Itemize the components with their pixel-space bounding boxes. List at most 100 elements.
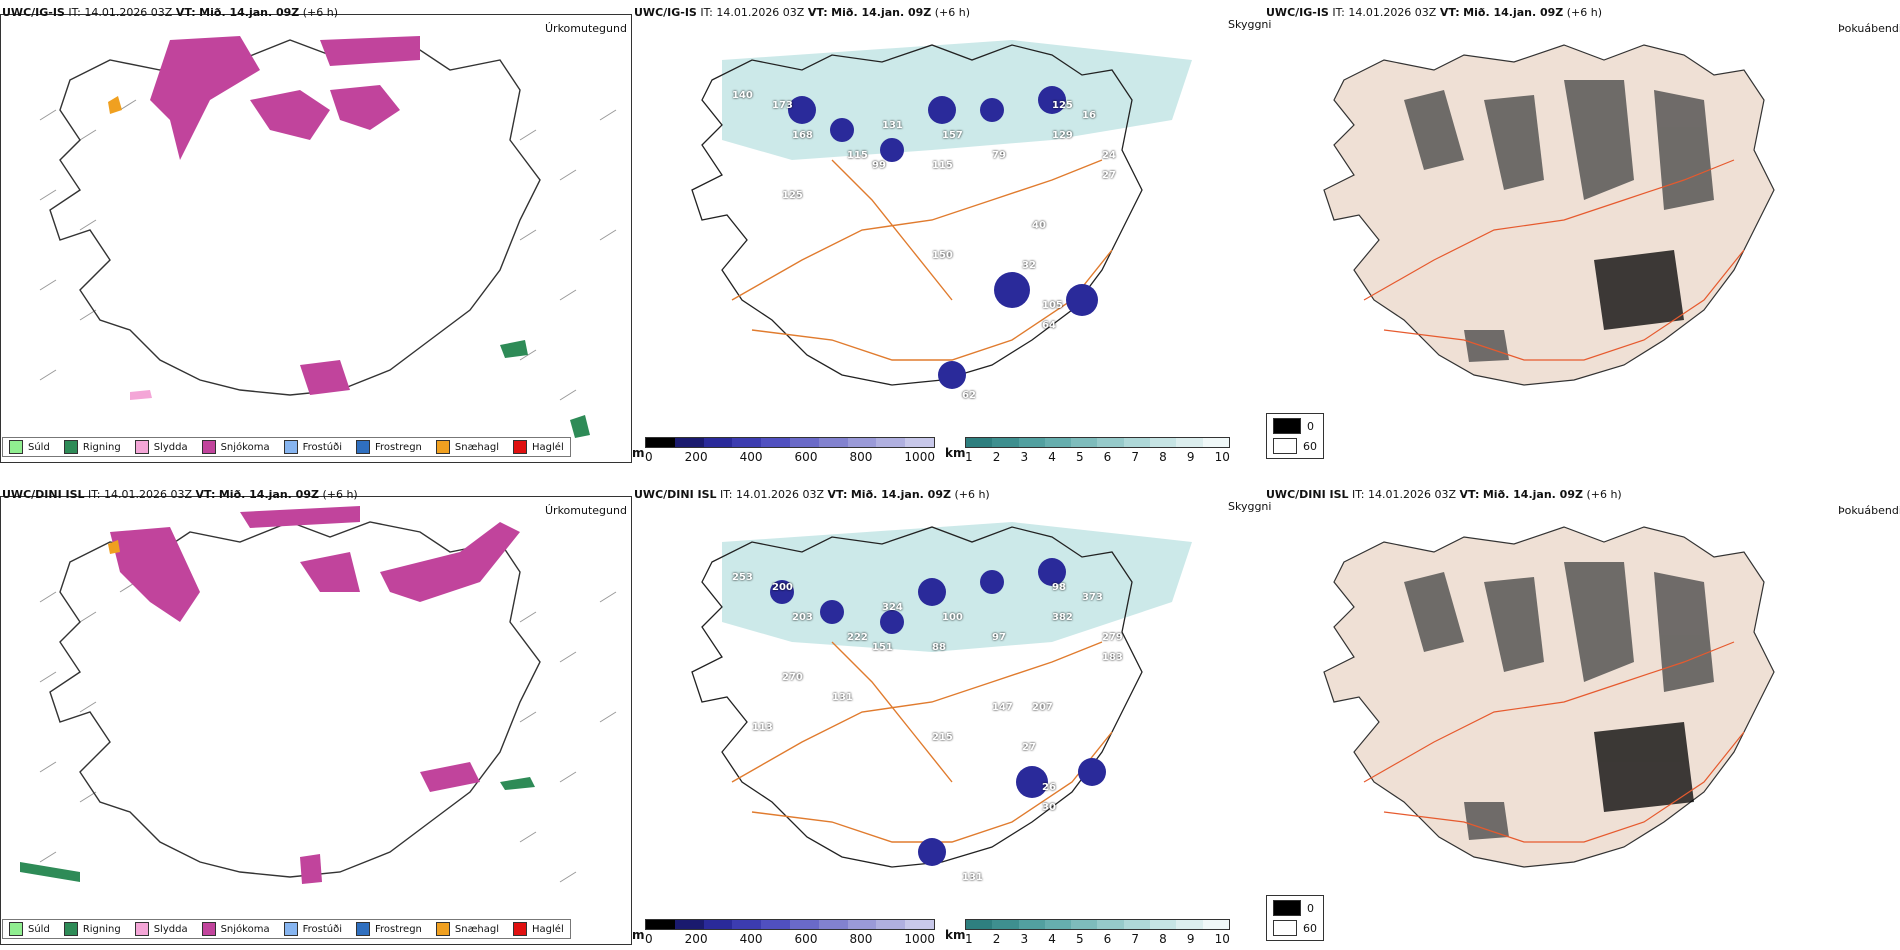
cloud-map-2 xyxy=(691,522,1192,868)
panel-header-3: UWC/IG-IS IT: 14.01.2026 03Z VT: Mið. 14… xyxy=(1266,6,1603,19)
visibility-unit-1: km xyxy=(945,446,966,460)
cloud-base-cells xyxy=(770,558,1106,866)
legend-item: Snæhagl xyxy=(435,922,499,936)
cloud-base-colorbar-1: 0 200 400 600 800 1000 xyxy=(645,437,935,464)
snow-area xyxy=(250,90,330,140)
cloud-title-1: Skyggni xyxy=(1228,18,1272,31)
precip-type-map-1 xyxy=(39,36,617,438)
cloud-base-colorbar-2: 0 200 400 600 800 1000 xyxy=(645,919,935,946)
legend-item: Slydda xyxy=(134,440,188,454)
legend-swatch xyxy=(356,440,370,454)
snow-area xyxy=(240,506,360,528)
precip-type-title-2: Úrkomutegund xyxy=(545,504,627,517)
roads xyxy=(731,159,1113,361)
legend-swatch xyxy=(435,922,450,936)
fog-legend-1: 0 60 xyxy=(1266,413,1324,459)
fog-title-1: Þokuábendi xyxy=(1838,22,1900,35)
precip-type-panel-1: UWC/IG-IS IT: 14.01.2026 03Z VT: Mið. 14… xyxy=(0,0,632,465)
roads xyxy=(731,641,1113,843)
legend-item: Frostregn xyxy=(356,922,422,936)
panel-header-5: UWC/DINI ISL IT: 14.01.2026 03Z VT: Mið.… xyxy=(634,488,990,501)
legend-swatch xyxy=(356,922,370,936)
snow-area xyxy=(110,527,200,622)
legend-swatch xyxy=(513,440,528,454)
panel-header-2: UWC/IG-IS IT: 14.01.2026 03Z VT: Mið. 14… xyxy=(634,6,971,19)
snow-area xyxy=(300,854,322,884)
legend-item: Haglél xyxy=(513,440,564,454)
legend-swatch xyxy=(9,440,23,454)
rain-area xyxy=(500,340,528,358)
legend-swatch xyxy=(435,440,450,454)
snow-area xyxy=(150,36,260,160)
legend-item: Rigning xyxy=(63,440,121,454)
cloud-panel-2: UWC/DINI ISL IT: 14.01.2026 03Z VT: Mið.… xyxy=(632,482,1271,947)
roads xyxy=(1363,159,1745,361)
snow-area xyxy=(320,36,420,66)
wind-barbs xyxy=(39,99,617,401)
precip-legend-1: Súld Rigning Slydda Snjókoma Frostúði Fr… xyxy=(2,437,571,457)
panel-header-4: UWC/DINI ISL IT: 14.01.2026 03Z VT: Mið.… xyxy=(2,488,358,501)
iceland-outline xyxy=(49,39,541,396)
sleet-area xyxy=(130,390,152,400)
legend-swatch xyxy=(9,922,23,936)
snowhail-area xyxy=(108,96,122,114)
snow-area xyxy=(380,522,520,602)
rain-area xyxy=(570,415,590,438)
legend-item: Slydda xyxy=(134,922,188,936)
fog-indicator-dark xyxy=(1404,80,1714,362)
cloud-title-2: Skyggni xyxy=(1228,500,1272,513)
legend-swatch xyxy=(63,440,78,454)
visibility-unit-2: km xyxy=(945,928,966,942)
fog-map-2 xyxy=(1323,526,1775,868)
panel-header-6: UWC/DINI ISL IT: 14.01.2026 03Z VT: Mið.… xyxy=(1266,488,1622,501)
legend-item: Snæhagl xyxy=(435,440,499,454)
cloud-map-1 xyxy=(691,40,1192,389)
legend-item: Snjókoma xyxy=(201,440,270,454)
legend-swatch xyxy=(283,922,298,936)
precip-type-panel-2: UWC/DINI ISL IT: 14.01.2026 03Z VT: Mið.… xyxy=(0,482,632,947)
panel-header-1: UWC/IG-IS IT: 14.01.2026 03Z VT: Mið. 14… xyxy=(2,6,339,19)
legend-swatch xyxy=(201,440,216,454)
roads xyxy=(1363,641,1745,843)
legend-swatch xyxy=(134,922,149,936)
wind-barbs xyxy=(39,581,617,883)
rain-area xyxy=(20,862,80,882)
iceland-outline xyxy=(49,521,541,878)
fog-map-1 xyxy=(1323,44,1775,386)
fog-legend-2: 0 60 xyxy=(1266,895,1324,941)
precip-map-frame-2 xyxy=(0,496,632,945)
precip-type-map-2 xyxy=(20,506,617,884)
legend-item: Rigning xyxy=(63,922,121,936)
visibility-colorbar-1: 1 2 3 4 5 6 7 8 9 10 xyxy=(965,437,1230,464)
legend-swatch xyxy=(513,922,528,936)
precip-map-frame-1 xyxy=(0,14,632,463)
fog-panel-1: UWC/IG-IS IT: 14.01.2026 03Z VT: Mið. 14… xyxy=(1264,0,1900,465)
legend-swatch xyxy=(134,440,149,454)
cloud-base-cells xyxy=(788,86,1098,389)
legend-item: Frostúði xyxy=(283,440,342,454)
legend-swatch xyxy=(283,440,298,454)
iceland-outline xyxy=(691,44,1143,386)
snow-area xyxy=(330,85,400,130)
precip-legend-2: Súld Rigning Slydda Snjókoma Frostúði Fr… xyxy=(2,919,571,939)
legend-swatch xyxy=(63,922,78,936)
snowhail-area xyxy=(108,540,120,554)
legend-swatch xyxy=(201,922,216,936)
iceland-fill xyxy=(1323,526,1775,868)
legend-item: Haglél xyxy=(513,922,564,936)
legend-item: Frostregn xyxy=(356,440,422,454)
cloud-panel-1: UWC/IG-IS IT: 14.01.2026 03Z VT: Mið. 14… xyxy=(632,0,1271,465)
legend-item: Súld xyxy=(9,922,50,936)
precip-type-title-1: Úrkomutegund xyxy=(545,22,627,35)
cloud-base-unit-2: m xyxy=(632,928,645,942)
iceland-outline xyxy=(691,526,1143,868)
legend-item: Frostúði xyxy=(283,922,342,936)
fog-title-2: Þokuábendi xyxy=(1838,504,1900,517)
snow-area xyxy=(300,552,360,592)
cloud-base-unit-1: m xyxy=(632,446,645,460)
legend-item: Snjókoma xyxy=(201,922,270,936)
legend-item: Súld xyxy=(9,440,50,454)
fog-panel-2: UWC/DINI ISL IT: 14.01.2026 03Z VT: Mið.… xyxy=(1264,482,1900,947)
snow-area xyxy=(300,360,350,395)
visibility-colorbar-2: 1 2 3 4 5 6 7 8 9 10 xyxy=(965,919,1230,946)
